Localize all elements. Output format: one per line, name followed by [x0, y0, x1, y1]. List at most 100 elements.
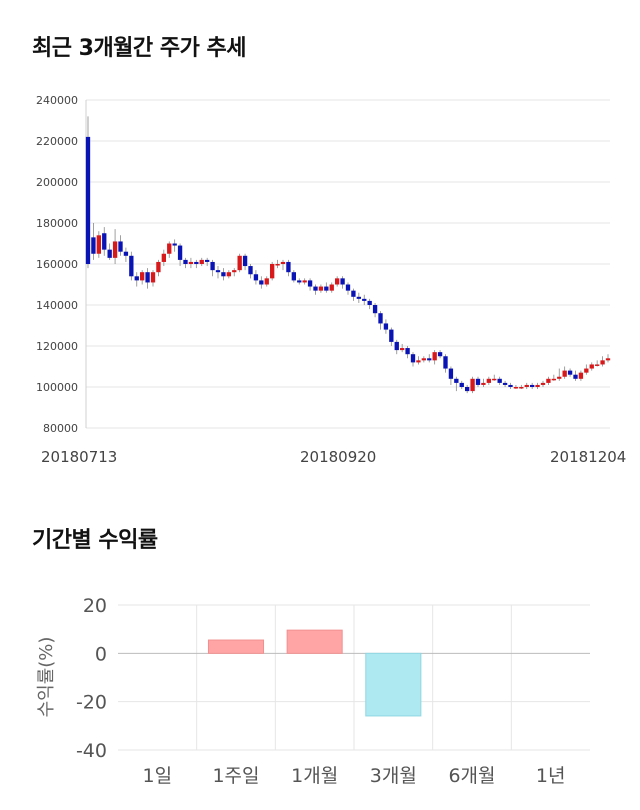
candle-body — [502, 382, 508, 385]
candle-body — [129, 255, 134, 277]
candle-body — [389, 329, 394, 342]
returns-y-tick-label: -40 — [76, 740, 107, 762]
candle-body — [362, 298, 367, 301]
candle-body — [150, 272, 156, 283]
candle-body — [595, 364, 600, 366]
candle-body — [530, 384, 535, 387]
candle-body — [383, 323, 389, 330]
candle-body — [307, 280, 313, 287]
candle-body — [226, 272, 231, 277]
candle-body — [508, 384, 513, 387]
candle-body — [378, 313, 383, 324]
candle-body — [410, 354, 416, 363]
candle-body — [481, 382, 486, 385]
candle-body — [584, 368, 589, 373]
candle-body — [416, 360, 421, 363]
candle-body — [540, 382, 546, 385]
candle-body — [573, 374, 578, 379]
price-y-tick-label: 180000 — [36, 217, 78, 230]
price-x-tick-label: 20180713 — [41, 448, 117, 466]
candle-body — [318, 286, 324, 291]
candle-body — [465, 387, 470, 392]
returns-y-tick-label: 20 — [83, 595, 107, 617]
candle-body — [102, 233, 107, 250]
candle-body — [302, 280, 307, 283]
candle-body — [145, 272, 150, 283]
candle-body — [259, 280, 264, 285]
candle-body — [253, 274, 259, 281]
candle-body — [194, 261, 199, 264]
candle-body — [140, 272, 145, 281]
candle-body — [172, 243, 177, 246]
price-x-tick-label: 20180920 — [300, 448, 376, 466]
candle-body — [421, 358, 426, 361]
candle-body — [156, 261, 161, 273]
candle-body — [475, 378, 481, 385]
candle-body — [134, 276, 139, 281]
candle-body — [161, 253, 166, 262]
candle-body — [486, 378, 491, 383]
candle-body — [367, 300, 372, 305]
candle-body — [329, 284, 334, 291]
returns-y-axis-label: 수익률(%) — [36, 637, 57, 718]
returns-x-tick-label: 6개월 — [448, 765, 495, 787]
candle-body — [91, 237, 96, 254]
candle-body — [264, 278, 269, 285]
candle-body — [237, 255, 242, 271]
candle-body — [270, 264, 275, 279]
returns-x-tick-label: 1주일 — [212, 765, 259, 787]
candle-body — [427, 358, 432, 361]
candle-body — [221, 272, 226, 277]
candle-body — [107, 249, 112, 258]
returns-x-tick-label: 1일 — [143, 765, 173, 787]
candle-body — [562, 370, 567, 377]
returns-x-tick-label: 3개월 — [370, 765, 417, 787]
candle-body — [513, 387, 519, 389]
price-y-tick-label: 80000 — [43, 422, 78, 435]
candle-body — [492, 378, 497, 381]
candle-body — [188, 261, 194, 264]
candle-body — [340, 278, 345, 285]
candle-body — [557, 376, 562, 379]
candle-body — [448, 368, 454, 379]
candle-body — [118, 241, 123, 252]
candle-body — [313, 286, 318, 291]
candle-body — [437, 352, 443, 357]
candle-body — [280, 261, 286, 264]
returns-chart-title: 기간별 수익률 — [32, 528, 158, 553]
candle-body — [372, 305, 378, 314]
candle-body — [248, 266, 253, 275]
candle-body — [232, 270, 237, 273]
candle-body — [345, 284, 351, 291]
candle-body — [519, 387, 524, 389]
candle-body — [183, 259, 188, 264]
candle-body — [535, 384, 540, 387]
candle-body — [459, 382, 464, 387]
price-y-tick-label: 120000 — [36, 340, 78, 353]
price-y-tick-label: 140000 — [36, 299, 78, 312]
candle-body — [242, 255, 248, 267]
candle-body — [524, 384, 529, 387]
candle-body — [199, 259, 204, 264]
candle-body — [205, 259, 210, 262]
candle-body — [497, 378, 502, 383]
price-y-tick-label: 240000 — [36, 94, 78, 107]
candle-body — [356, 296, 361, 299]
returns-bar — [286, 629, 343, 654]
candle-body — [291, 272, 296, 281]
candle-body — [275, 264, 280, 266]
candle-body — [567, 370, 573, 375]
price-y-tick-label: 220000 — [36, 135, 78, 148]
candle-body — [454, 378, 459, 383]
returns-bar — [365, 652, 422, 717]
candle-body — [470, 378, 475, 392]
candle-body — [551, 378, 556, 381]
candle-body — [167, 243, 172, 254]
returns-bar — [207, 639, 265, 654]
candle-body — [600, 360, 605, 365]
candle-body — [405, 348, 410, 355]
candle-body — [96, 235, 101, 254]
price-y-tick-label: 100000 — [36, 381, 78, 394]
candle-body — [286, 261, 291, 273]
candle-body — [605, 358, 611, 361]
